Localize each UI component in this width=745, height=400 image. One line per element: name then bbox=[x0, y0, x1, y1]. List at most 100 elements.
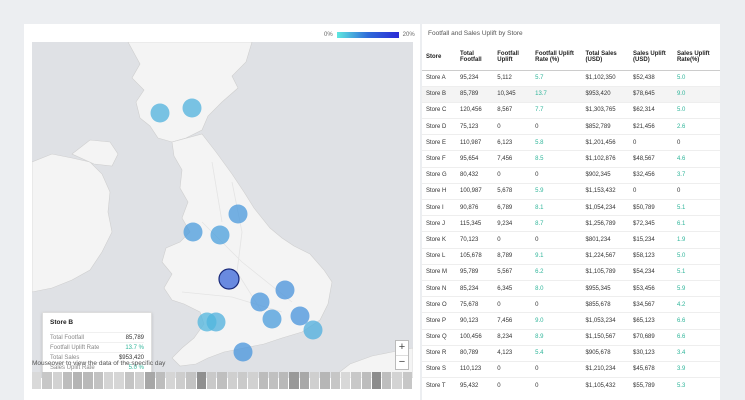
table-cell: 8.9 bbox=[531, 328, 582, 346]
day-cell[interactable] bbox=[42, 372, 52, 389]
table-cell: 1.9 bbox=[672, 231, 720, 249]
day-cell[interactable] bbox=[145, 372, 155, 389]
table-cell: 7.7 bbox=[531, 101, 582, 119]
column-header[interactable]: Total Footfall bbox=[456, 44, 494, 71]
table-row[interactable]: Store A 95,234 5,112 5.7 $1,102,350 $52,438 5.… bbox=[422, 69, 720, 87]
day-cell[interactable] bbox=[289, 372, 299, 389]
store-bubble[interactable] bbox=[275, 280, 295, 300]
table-row[interactable]: Store D 75,123 0 0 $852,789 $21,456 2.6 bbox=[422, 118, 720, 135]
day-cell[interactable] bbox=[268, 372, 279, 389]
column-header[interactable]: Footfall Uplift Rate (%) bbox=[531, 44, 582, 71]
table-row[interactable]: Store J 115,345 9,234 8.7 $1,256,789 $72,345 6… bbox=[422, 215, 720, 232]
day-cell[interactable] bbox=[32, 372, 42, 389]
day-cell[interactable] bbox=[330, 372, 340, 389]
table-row[interactable]: Store G 80,432 0 0 $902,345 $32,456 3.7 bbox=[422, 166, 720, 184]
day-cell[interactable] bbox=[371, 372, 382, 389]
table-row[interactable]: Store H 100,987 5,678 5.9 $1,153,432 0 0 bbox=[422, 182, 720, 200]
store-bubble[interactable] bbox=[262, 309, 282, 329]
table-row[interactable]: Store F 95,654 7,456 8.5 $1,102,876 $48,567 4.… bbox=[422, 150, 720, 168]
table-row[interactable]: Store E 110,987 6,123 5.8 $1,201,456 0 0 bbox=[422, 134, 720, 151]
day-cell[interactable] bbox=[402, 372, 412, 389]
table-row[interactable]: Store R 80,789 4,123 5.4 $905,678 $30,123 3.4 bbox=[422, 344, 720, 362]
zoom-out-button[interactable]: − bbox=[396, 355, 408, 369]
day-cell[interactable] bbox=[351, 372, 361, 389]
day-cell[interactable] bbox=[124, 372, 134, 389]
column-header[interactable]: Store bbox=[422, 44, 456, 71]
day-cell[interactable] bbox=[248, 372, 258, 389]
table-row[interactable]: Store K 70,123 0 0 $801,234 $15,234 1.9 bbox=[422, 231, 720, 249]
table-cell: Store N bbox=[422, 279, 456, 297]
day-cell[interactable] bbox=[299, 372, 310, 389]
table-cell: $72,345 bbox=[629, 215, 673, 232]
store-bubble[interactable] bbox=[303, 320, 323, 340]
day-cell[interactable] bbox=[83, 372, 93, 389]
table-row[interactable]: Store L 105,678 8,789 9.1 $1,224,567 $58,123 5… bbox=[422, 247, 720, 265]
day-cell[interactable] bbox=[155, 372, 165, 389]
store-bubble[interactable] bbox=[218, 268, 240, 290]
store-map[interactable]: + − Store B Total Footfall 85,789 Footfa… bbox=[32, 42, 413, 378]
table-cell: 4.2 bbox=[672, 296, 720, 313]
table-row[interactable]: Store I 90,876 6,789 8.1 $1,054,234 $50,789 5.… bbox=[422, 198, 720, 216]
day-cell[interactable] bbox=[114, 372, 124, 389]
day-cell[interactable] bbox=[217, 372, 227, 389]
day-cell[interactable] bbox=[52, 372, 62, 389]
day-cell[interactable] bbox=[62, 372, 73, 389]
column-header[interactable]: Footfall Uplift bbox=[493, 44, 532, 71]
day-cell[interactable] bbox=[258, 372, 268, 389]
store-bubble[interactable] bbox=[182, 98, 202, 118]
table-row[interactable]: Store P 90,123 7,456 9.0 $1,053,234 $65,123 6.… bbox=[422, 312, 720, 329]
table-row[interactable]: Store B 85,789 10,345 13.7 $953,420 $78,645 9.… bbox=[422, 85, 720, 103]
day-cell[interactable] bbox=[382, 372, 392, 389]
day-cell[interactable] bbox=[279, 372, 289, 389]
day-cell[interactable] bbox=[73, 372, 83, 389]
table-cell: 85,789 bbox=[456, 85, 494, 103]
day-cell[interactable] bbox=[227, 372, 237, 389]
store-bubble[interactable] bbox=[183, 222, 203, 242]
zoom-in-button[interactable]: + bbox=[398, 341, 406, 353]
store-bubble[interactable] bbox=[210, 225, 230, 245]
store-bubble[interactable] bbox=[228, 204, 248, 224]
column-header[interactable]: Sales Uplift Rate(%) bbox=[672, 44, 720, 71]
ireland-landmass bbox=[32, 153, 113, 293]
store-bubble[interactable] bbox=[250, 292, 270, 312]
tooltip-title: Store B bbox=[50, 319, 74, 326]
tooltip-row: Total Sales $953,420 bbox=[50, 352, 144, 362]
store-bubble[interactable] bbox=[290, 306, 310, 326]
table-row[interactable]: Store Q 100,456 8,234 8.9 $1,150,567 $70,689 6… bbox=[422, 328, 720, 346]
day-cell[interactable] bbox=[320, 372, 330, 389]
table-row[interactable]: Store T 95,432 0 0 $1,105,432 $55,789 5.3 bbox=[422, 377, 720, 394]
day-cell[interactable] bbox=[340, 372, 351, 389]
table-cell: $1,054,234 bbox=[581, 198, 630, 216]
table-row[interactable]: Store O 75,678 0 0 $855,678 $34,567 4.2 bbox=[422, 296, 720, 313]
table-cell: 5.9 bbox=[672, 279, 720, 297]
store-bubble[interactable] bbox=[197, 312, 217, 332]
column-header[interactable]: Total Sales (USD) bbox=[581, 44, 630, 71]
day-cell[interactable] bbox=[104, 372, 114, 389]
table-cell: 7,456 bbox=[493, 312, 532, 329]
day-cell[interactable] bbox=[186, 372, 196, 389]
store-bubble[interactable] bbox=[150, 103, 170, 123]
table-cell: $48,567 bbox=[629, 150, 673, 168]
store-bubble[interactable] bbox=[233, 342, 253, 362]
day-cell[interactable] bbox=[207, 372, 217, 389]
day-cell[interactable] bbox=[176, 372, 186, 389]
table-cell: 9,234 bbox=[493, 215, 532, 232]
table-row[interactable]: Store C 120,456 8,567 7.7 $1,303,765 $62,314 5… bbox=[422, 101, 720, 119]
table-row[interactable]: Store S 110,123 0 0 $1,210,234 $45,678 3.9 bbox=[422, 360, 720, 378]
table-row[interactable]: Store M 95,789 5,567 6.2 $1,105,789 $54,234 5.… bbox=[422, 263, 720, 281]
day-cell[interactable] bbox=[237, 372, 248, 389]
day-cell[interactable] bbox=[93, 372, 104, 389]
table-cell: 10,345 bbox=[493, 85, 532, 103]
table-cell: $58,123 bbox=[629, 247, 673, 265]
table-cell: $1,201,456 bbox=[581, 134, 630, 151]
day-cell[interactable] bbox=[392, 372, 402, 389]
column-header[interactable]: Sales Uplift (USD) bbox=[629, 44, 673, 71]
day-cell[interactable] bbox=[361, 372, 371, 389]
day-cell[interactable] bbox=[165, 372, 176, 389]
table-cell: Store P bbox=[422, 312, 456, 329]
day-cell[interactable] bbox=[310, 372, 320, 389]
legend-min-label: 0% bbox=[324, 32, 333, 38]
table-row[interactable]: Store N 85,234 6,345 8.0 $955,345 $53,456 5.9 bbox=[422, 279, 720, 297]
day-cell[interactable] bbox=[134, 372, 145, 389]
day-cell[interactable] bbox=[196, 372, 207, 389]
